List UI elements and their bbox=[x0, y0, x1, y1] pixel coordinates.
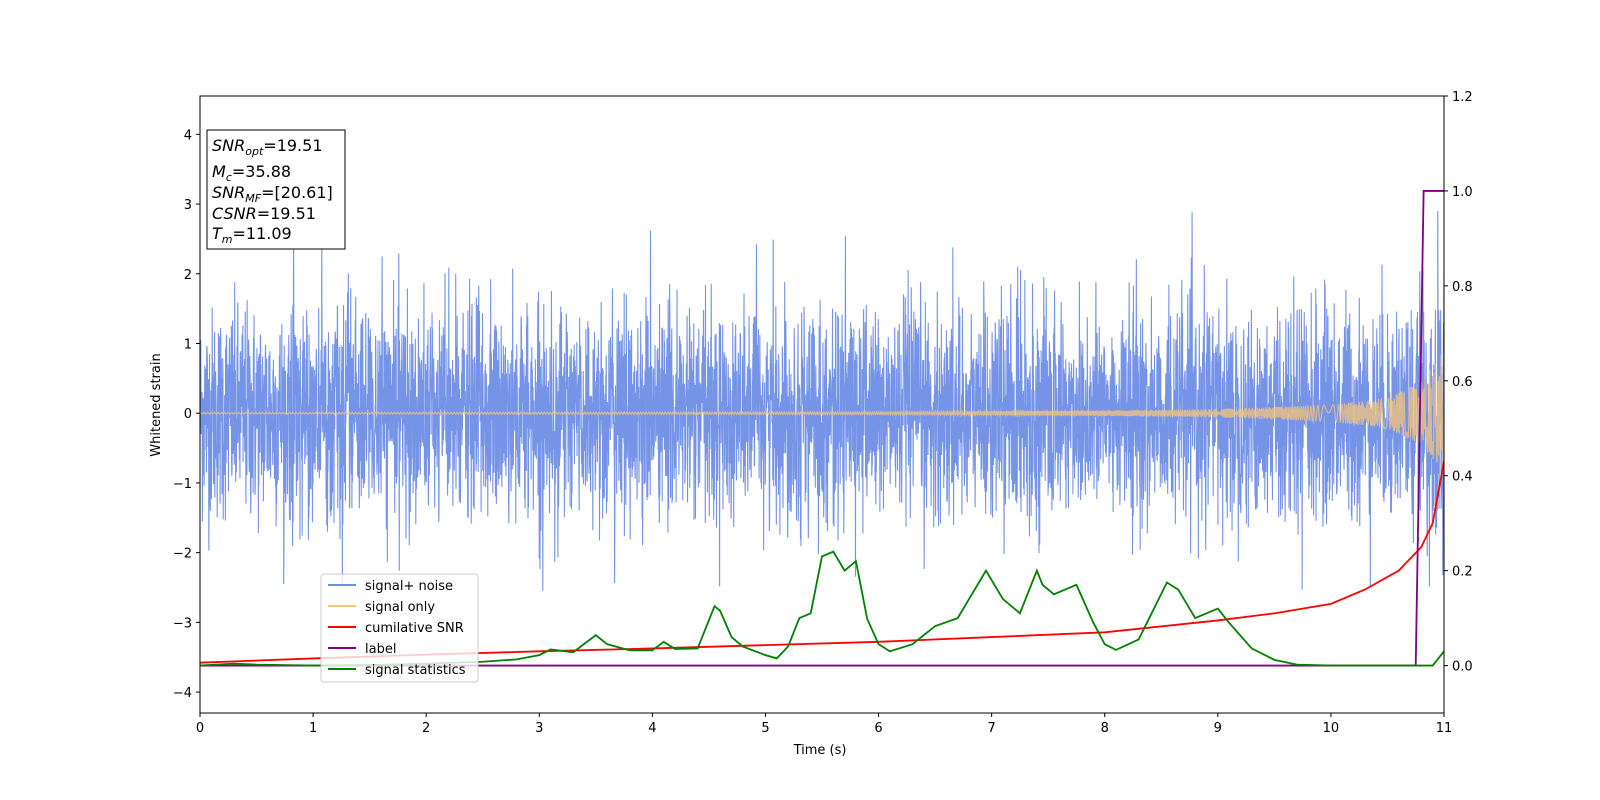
cumulative-snr-series bbox=[200, 461, 1444, 664]
y2-tick-label: 0.0 bbox=[1452, 660, 1473, 675]
x-tick-label: 2 bbox=[422, 721, 430, 736]
x-tick-label: 7 bbox=[987, 721, 995, 736]
y2-tick-label: 1.2 bbox=[1452, 90, 1473, 105]
x-tick-label: 4 bbox=[648, 721, 656, 736]
y-axis-left: −4 −3 −2 −1 0 1 2 3 4 bbox=[173, 128, 200, 701]
y2-tick-label: 0.6 bbox=[1452, 375, 1473, 390]
y-tick-label: 3 bbox=[184, 198, 192, 213]
y-tick-label: −4 bbox=[173, 686, 192, 701]
y-tick-label: 4 bbox=[184, 128, 192, 143]
plot-frame bbox=[199, 95, 1445, 714]
y-tick-label: −3 bbox=[173, 616, 192, 631]
y2-tick-label: 1.0 bbox=[1452, 185, 1473, 200]
y-tick-label: 1 bbox=[184, 337, 192, 352]
y2-tick-label: 0.8 bbox=[1452, 280, 1473, 295]
legend-label-signal-noise: signal+ noise bbox=[365, 579, 453, 594]
stats-csnr: CSNR=19.51 bbox=[212, 204, 316, 223]
y-tick-label: −2 bbox=[173, 547, 192, 562]
y-tick-label: 2 bbox=[184, 268, 192, 283]
y-axis-label: Whitened strain bbox=[149, 353, 164, 456]
x-tick-label: 8 bbox=[1101, 721, 1109, 736]
stats-snr-mf: SNRMF=[20.61] bbox=[212, 183, 333, 205]
legend-label-label: label bbox=[365, 642, 396, 657]
y2-tick-label: 0.4 bbox=[1452, 470, 1473, 485]
x-tick-label: 5 bbox=[761, 721, 769, 736]
x-tick-label: 11 bbox=[1436, 721, 1453, 736]
legend: signal+ noise signal only cumilative SNR… bbox=[320, 573, 479, 683]
x-axis-label: Time (s) bbox=[793, 743, 847, 758]
x-tick-label: 0 bbox=[196, 721, 204, 736]
label-series bbox=[200, 190, 1444, 667]
legend-label-cumulative-snr: cumilative SNR bbox=[365, 621, 464, 636]
y-tick-label: 0 bbox=[184, 407, 192, 422]
y-tick-label: −1 bbox=[173, 477, 192, 492]
x-axis: 0 1 2 3 4 5 6 7 8 9 10 11 bbox=[196, 713, 1452, 736]
stats-box: SNRopt=19.51 Mc=35.88 SNRMF=[20.61] CSNR… bbox=[206, 129, 346, 250]
stats-tm: Tm=11.09 bbox=[212, 224, 292, 246]
stats-snr-opt: SNRopt=19.51 bbox=[212, 136, 323, 158]
x-tick-label: 1 bbox=[309, 721, 317, 736]
x-tick-label: 6 bbox=[874, 721, 882, 736]
stats-mc: Mc=35.88 bbox=[212, 162, 291, 184]
x-tick-label: 10 bbox=[1323, 721, 1340, 736]
x-tick-label: 3 bbox=[535, 721, 543, 736]
legend-label-signal-only: signal only bbox=[365, 600, 435, 615]
plot-area bbox=[200, 190, 1444, 667]
y2-tick-label: 0.2 bbox=[1452, 565, 1473, 580]
x-tick-label: 9 bbox=[1214, 721, 1222, 736]
y-axis-right: 0.0 0.2 0.4 0.6 0.8 1.0 1.2 bbox=[1444, 90, 1473, 675]
signal-only-series bbox=[200, 350, 1444, 472]
signal-statistics-series bbox=[200, 550, 1444, 667]
signal-noise-series bbox=[200, 211, 1444, 591]
legend-label-signal-statistics: signal statistics bbox=[365, 663, 466, 678]
